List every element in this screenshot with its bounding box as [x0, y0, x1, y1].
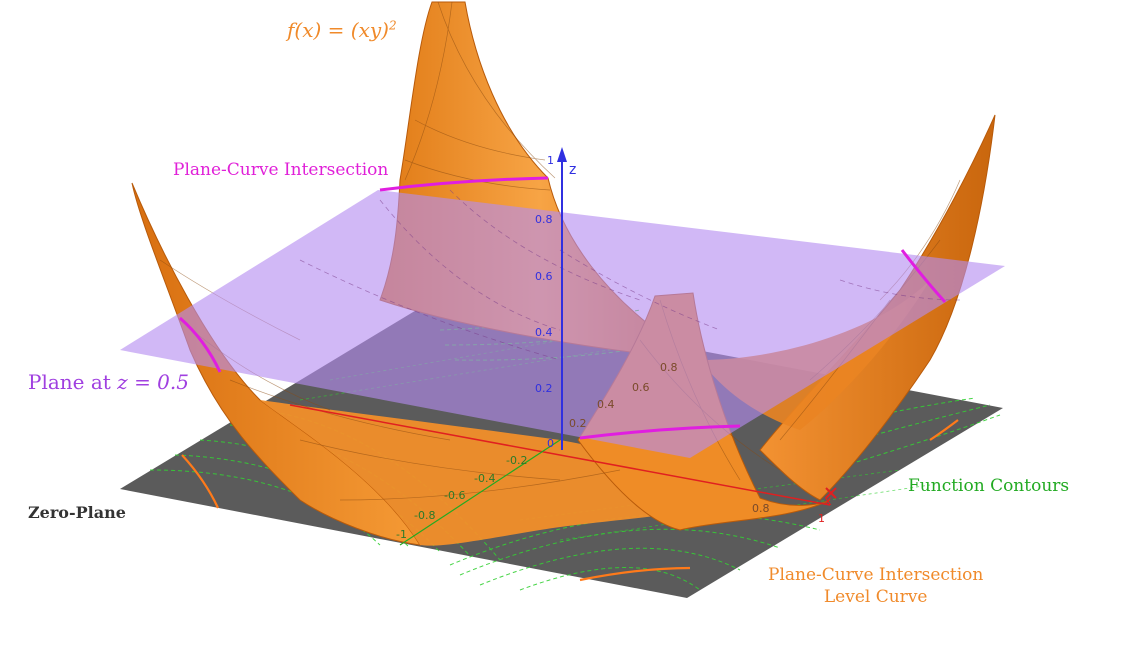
intersection-label: Plane-Curve Intersection	[173, 160, 389, 180]
x-axis-label: x	[824, 494, 832, 509]
y-tick-0.8: 0.8	[660, 361, 678, 374]
plane-curve-intersections	[179, 176, 947, 440]
z-axis	[557, 147, 567, 450]
level-curve-label-line2: Level Curve	[823, 587, 928, 607]
hidden-mesh	[299, 189, 961, 361]
x-tick-minus-1: -1	[396, 528, 407, 541]
z-tick-0.2: 0.2	[535, 382, 553, 395]
x-tick-minus-0.8: -0.8	[414, 509, 436, 522]
level-curve-label-line1: Plane-Curve Intersection	[768, 565, 984, 585]
x-axis-marker	[825, 487, 837, 499]
level-curve-label: Plane-Curve Intersection Level Curve	[768, 564, 983, 608]
z-axis-label: z	[569, 162, 577, 178]
function-label: f(x) = (xy)2	[287, 18, 397, 43]
zero-plane-label: Zero-Plane	[28, 503, 126, 522]
y-tick-0.2: 0.2	[569, 417, 587, 430]
plane-label: Plane at z = 0.5	[28, 370, 189, 395]
function-label-text: f(x) = (xy)	[287, 18, 389, 42]
x-end-tick-prev: 0.8	[752, 502, 770, 515]
z-tick-1: 1	[547, 154, 554, 167]
x-tick-minus-0.2: -0.2	[506, 454, 528, 467]
y-tick-0.4: 0.4	[597, 398, 615, 411]
function-contours-label: Function Contours	[908, 476, 1070, 496]
x-end-tick: 1	[818, 512, 825, 525]
x-tick-minus-0.6: -0.6	[444, 489, 466, 502]
z-tick-0: 0	[547, 437, 554, 450]
z-tick-0.8: 0.8	[535, 213, 553, 226]
function-label-exponent: 2	[388, 18, 397, 33]
x-axis	[289, 404, 831, 546]
z-tick-0.6: 0.6	[535, 270, 553, 283]
plane-label-equation: z = 0.5	[117, 370, 189, 394]
x-tick-minus-0.4: -0.4	[474, 472, 496, 485]
plane-label-text: Plane at	[28, 370, 118, 394]
y-tick-0.6: 0.6	[632, 381, 650, 394]
z-tick-0.4: 0.4	[535, 326, 553, 339]
